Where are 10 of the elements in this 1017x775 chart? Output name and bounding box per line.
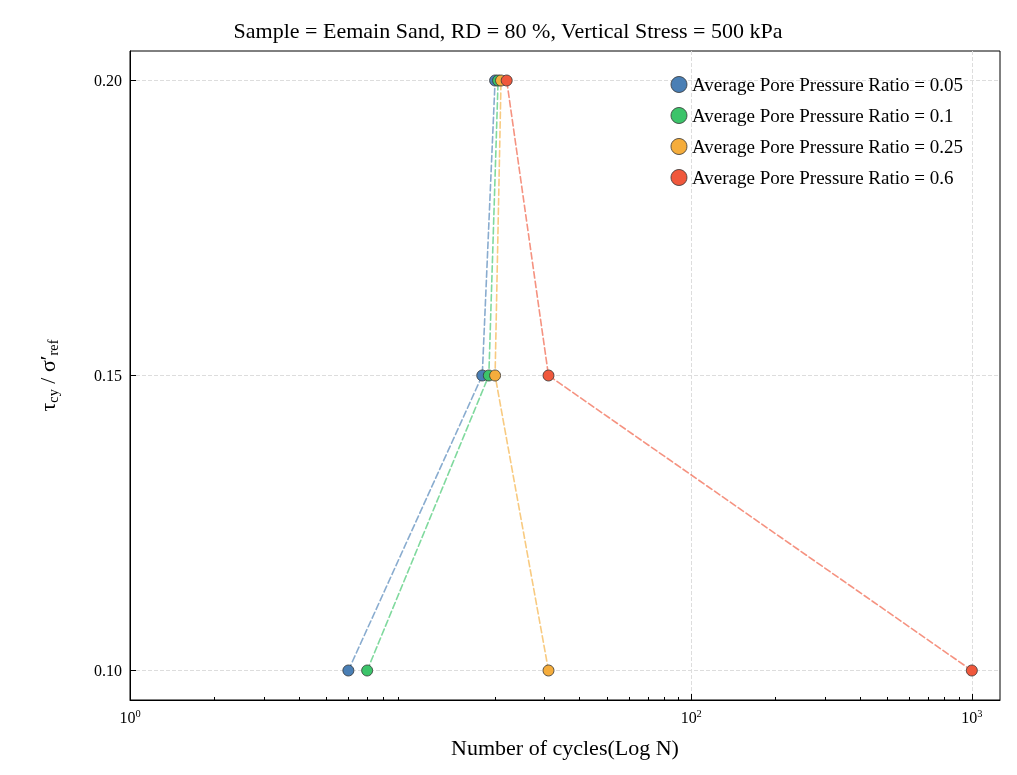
y-axis-title: τcy / σ′ref [35, 339, 61, 412]
y-tick-label: 0.15 [94, 367, 122, 384]
legend-label: Average Pore Pressure Ratio = 0.1 [691, 105, 954, 126]
legend-label: Average Pore Pressure Ratio = 0.6 [691, 167, 954, 188]
legend-label: Average Pore Pressure Ratio = 0.25 [691, 136, 964, 157]
x-axis-title: Number of cycles(Log N) [451, 734, 679, 760]
legend-label: Average Pore Pressure Ratio = 0.05 [691, 74, 964, 95]
y-tick-label: 0.10 [94, 662, 122, 679]
y-tick-label: 0.20 [94, 72, 122, 89]
chart-title: Sample = Eemain Sand, RD = 80 %, Vertical Stress = 500 kPa [233, 17, 783, 43]
